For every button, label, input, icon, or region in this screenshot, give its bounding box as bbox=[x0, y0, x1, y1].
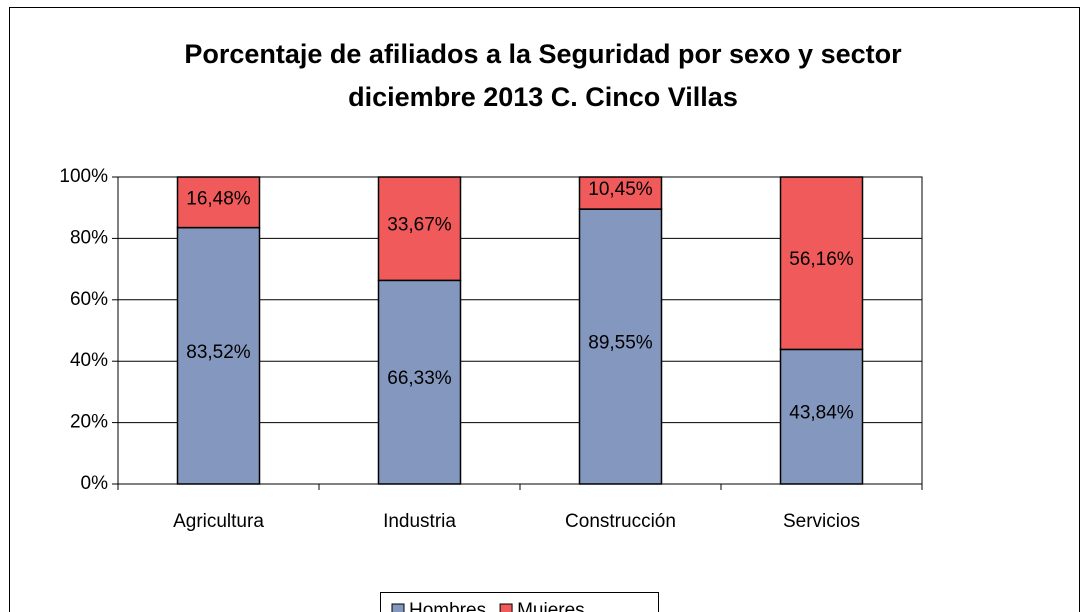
y-tick-label: 0% bbox=[81, 473, 109, 494]
x-tick-label: Agricultura bbox=[173, 511, 264, 532]
x-tick-label: Industria bbox=[383, 511, 456, 532]
data-label: 16,48% bbox=[186, 188, 251, 209]
y-tick-label: 40% bbox=[70, 350, 108, 371]
legend-swatch bbox=[391, 603, 405, 612]
y-tick-label: 80% bbox=[70, 227, 108, 248]
bar-segment bbox=[176, 226, 261, 485]
legend-swatch bbox=[499, 603, 513, 612]
bar-segment bbox=[779, 176, 864, 351]
bar-segment bbox=[578, 176, 663, 210]
bar-segment bbox=[779, 348, 864, 485]
data-label: 83,52% bbox=[186, 342, 251, 363]
y-tick-label: 100% bbox=[59, 166, 108, 187]
data-label: 10,45% bbox=[588, 179, 653, 200]
data-label: 66,33% bbox=[387, 368, 452, 389]
data-label: 33,67% bbox=[387, 215, 452, 236]
chart-title: Porcentaje de afiliados a la Seguridad p… bbox=[184, 39, 902, 69]
data-label: 56,16% bbox=[789, 249, 854, 270]
x-tick-label: Servicios bbox=[783, 511, 860, 532]
bar-segment bbox=[377, 176, 462, 282]
legend-label: Hombres bbox=[409, 600, 486, 612]
data-label: 43,84% bbox=[789, 403, 854, 424]
bar-segment bbox=[578, 208, 663, 485]
legend-label: Mujeres bbox=[517, 600, 585, 612]
y-tick-label: 20% bbox=[70, 412, 108, 433]
data-label: 89,55% bbox=[588, 333, 653, 354]
y-tick-label: 60% bbox=[70, 289, 108, 310]
bar-segment bbox=[176, 176, 261, 229]
chart-title: diciembre 2013 C. Cinco Villas bbox=[348, 82, 738, 112]
bar-segment bbox=[377, 279, 462, 485]
x-tick-label: Construcción bbox=[565, 511, 676, 532]
